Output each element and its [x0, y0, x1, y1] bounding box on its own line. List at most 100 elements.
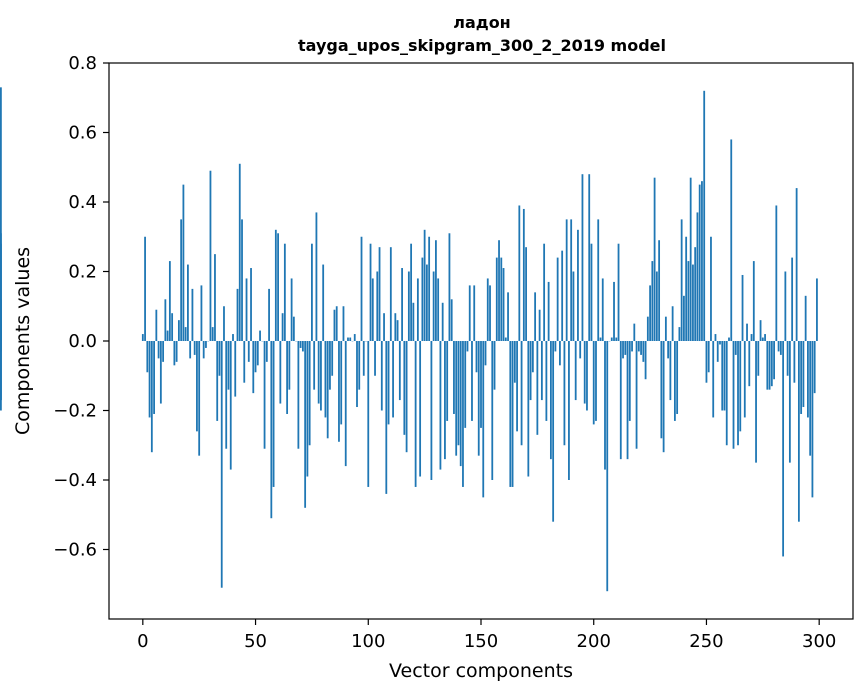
bar	[376, 271, 379, 341]
bar	[752, 261, 755, 341]
bar	[453, 341, 455, 414]
bar	[579, 341, 582, 359]
bar	[299, 341, 302, 348]
bar	[554, 341, 557, 352]
bar	[802, 341, 805, 408]
bar	[707, 341, 710, 373]
bar	[358, 341, 361, 390]
y-tick-label: −0.6	[53, 540, 97, 561]
bar	[491, 341, 494, 480]
bar	[595, 341, 597, 421]
bar	[788, 341, 791, 463]
bar	[394, 313, 397, 341]
bar	[520, 341, 523, 446]
bar	[385, 341, 388, 494]
bar	[518, 205, 521, 341]
bar	[243, 341, 246, 383]
bar	[205, 341, 207, 348]
bar	[150, 341, 153, 453]
bar	[692, 264, 694, 341]
bar	[290, 278, 293, 341]
bar	[162, 341, 165, 362]
bar	[457, 341, 460, 446]
bar	[344, 341, 347, 467]
bar	[338, 341, 340, 442]
bar	[507, 292, 509, 341]
bar	[371, 278, 374, 341]
bar	[439, 341, 442, 470]
bar	[184, 327, 187, 341]
bar	[633, 323, 636, 342]
bar	[301, 341, 304, 352]
bar	[155, 309, 158, 341]
bar	[313, 341, 316, 390]
bar	[270, 341, 273, 519]
bar	[175, 341, 178, 362]
bar	[782, 341, 785, 557]
bar	[482, 341, 485, 498]
bar	[766, 341, 769, 390]
bar	[308, 341, 311, 446]
bar	[466, 341, 469, 352]
x-tick-label: 50	[244, 631, 267, 652]
bar	[719, 341, 721, 345]
bar	[265, 341, 268, 362]
bar	[712, 341, 715, 418]
bar	[335, 306, 338, 341]
bar	[225, 341, 228, 449]
bar	[200, 285, 203, 341]
bar	[166, 330, 169, 341]
bar	[599, 337, 602, 341]
y-tick-label: 0.0	[68, 331, 97, 352]
bar	[362, 341, 365, 376]
bar	[484, 341, 487, 366]
bar	[757, 341, 760, 376]
bar	[268, 288, 270, 342]
bar	[410, 243, 413, 341]
bar	[525, 247, 527, 341]
x-tick-label: 0	[137, 631, 148, 652]
bar	[750, 334, 753, 341]
bar	[403, 341, 406, 435]
bar	[667, 341, 670, 359]
bar	[617, 243, 620, 341]
bar	[721, 341, 724, 411]
bar	[349, 337, 352, 341]
bar	[446, 341, 449, 421]
bar	[655, 271, 658, 341]
bar	[229, 341, 232, 470]
bar	[687, 261, 690, 341]
bar	[680, 219, 683, 341]
bar	[531, 341, 534, 373]
bar	[254, 341, 257, 373]
bar	[734, 341, 737, 355]
bars-group	[0, 87, 818, 592]
bar	[356, 341, 358, 408]
bar	[486, 278, 489, 341]
bar	[259, 330, 261, 341]
bar	[779, 341, 782, 355]
bar	[238, 163, 241, 341]
bar	[813, 341, 816, 394]
bar	[144, 236, 146, 341]
bar	[153, 341, 155, 414]
chart-subtitle: tayga_upos_skipgram_300_2_2019 model	[298, 36, 666, 55]
bar	[628, 341, 631, 421]
bar	[141, 334, 144, 341]
bar	[288, 341, 291, 390]
bar	[274, 229, 277, 341]
bar	[577, 229, 579, 341]
bar	[218, 341, 221, 376]
bar	[640, 341, 642, 355]
bar	[549, 341, 552, 460]
bar	[277, 233, 279, 341]
x-tick-label: 200	[577, 631, 611, 652]
bar	[676, 341, 679, 414]
bar	[283, 243, 286, 341]
bar	[171, 313, 174, 341]
bar	[768, 341, 771, 390]
bar	[678, 327, 681, 341]
bar	[272, 341, 275, 487]
y-tick-label: −0.2	[53, 401, 97, 422]
x-axis-ticks: 0 50 100 150 200 250 300	[137, 619, 836, 652]
